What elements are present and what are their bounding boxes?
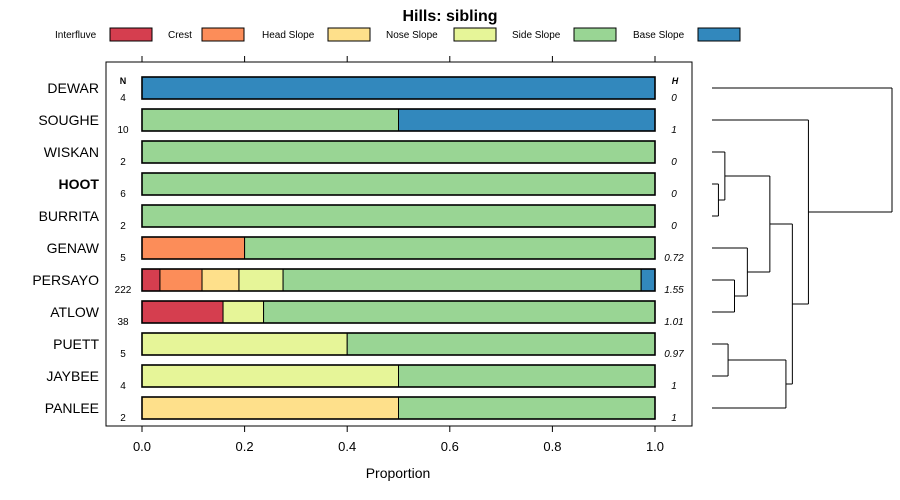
plot-frame	[105, 61, 693, 427]
category-label: HOOT	[59, 176, 100, 192]
bar-segment	[141, 332, 348, 356]
category-label: PANLEE	[45, 400, 99, 416]
h-value: 1.55	[664, 285, 684, 296]
legend-swatch	[201, 27, 245, 42]
bar-outline	[141, 396, 656, 420]
bar-outline	[141, 204, 656, 228]
bar-segment	[244, 236, 656, 260]
category-label: DEWAR	[47, 80, 99, 96]
x-tick-label: 0.6	[441, 439, 459, 454]
x-tick-label: 0.0	[133, 439, 151, 454]
bar-segment	[159, 268, 203, 292]
legend-swatch	[109, 27, 153, 42]
legend-swatch	[453, 27, 497, 42]
x-tick-label: 0.2	[236, 439, 254, 454]
bar-segment	[282, 268, 642, 292]
bar-outline	[141, 300, 656, 324]
bar-segment	[398, 396, 656, 420]
n-value: 38	[117, 317, 129, 328]
category-label: BURRITA	[39, 208, 100, 224]
bar-segment	[141, 172, 656, 196]
bar-outline	[141, 76, 656, 100]
n-value: 10	[117, 125, 129, 136]
category-label: SOUGHE	[38, 112, 99, 128]
h-value: 0	[671, 93, 677, 104]
bar-segment	[141, 204, 656, 228]
legend-label: Base Slope	[633, 30, 685, 41]
n-value: 222	[115, 285, 132, 296]
legend: Interfluve Crest Head Slope Nose Slope Side …	[55, 27, 741, 42]
h-value: 0.97	[664, 349, 684, 360]
bar-segment	[238, 268, 284, 292]
bar-segment	[201, 268, 240, 292]
bar-segment	[263, 300, 656, 324]
h-value: 1	[671, 413, 677, 424]
bar-outline	[141, 332, 656, 356]
bar-segment	[141, 364, 399, 388]
bar-outline	[141, 364, 656, 388]
n-value: 2	[120, 157, 126, 168]
legend-swatch	[697, 27, 741, 42]
n-value: 5	[120, 349, 126, 360]
bars: DEWAR 4 0 SOUGHE 10 1 WISKAN 2 0 HOOT 6 0 BURRITA 2 0 G…	[32, 76, 684, 424]
h-value: 0.72	[664, 253, 684, 264]
bar-segment	[222, 300, 265, 324]
bar-outline	[141, 236, 656, 260]
n-value: 2	[120, 413, 126, 424]
category-label: PUETT	[53, 336, 99, 352]
axes: 0.0 0.2 0.4 0.6 0.8 1.0	[133, 56, 664, 454]
n-header: N	[120, 76, 127, 86]
bar-outline	[141, 108, 656, 132]
bar-segment	[398, 364, 656, 388]
bar-segment	[141, 300, 224, 324]
h-value: 0	[671, 189, 677, 200]
legend-label: Head Slope	[262, 30, 315, 41]
bar-segment	[141, 268, 161, 292]
x-tick-label: 0.4	[338, 439, 356, 454]
h-value: 0	[671, 221, 677, 232]
legend-label: Side Slope	[512, 30, 561, 41]
bar-segment	[141, 76, 656, 100]
h-header: H	[672, 76, 679, 86]
category-label: WISKAN	[44, 144, 99, 160]
h-value: 0	[671, 157, 677, 168]
category-label: JAYBEE	[46, 368, 99, 384]
x-axis-label: Proportion	[366, 465, 431, 481]
n-value: 4	[120, 93, 126, 104]
bar-segment	[141, 108, 399, 132]
bar-segment	[640, 268, 656, 292]
bar-outline	[141, 268, 656, 292]
chart-title: Hills: sibling	[402, 8, 497, 25]
bar-segment	[141, 140, 656, 164]
category-label: ATLOW	[50, 304, 100, 320]
bar-segment	[141, 236, 246, 260]
legend-label: Crest	[168, 30, 192, 41]
h-value: 1	[671, 125, 677, 136]
category-label: PERSAYO	[32, 272, 99, 288]
bar-segment	[141, 396, 399, 420]
x-tick-label: 0.8	[543, 439, 561, 454]
legend-label: Nose Slope	[386, 30, 438, 41]
category-label: GENAW	[47, 240, 100, 256]
dendrogram	[712, 87, 893, 409]
legend-label: Interfluve	[55, 30, 97, 41]
h-value: 1	[671, 381, 677, 392]
x-tick-label: 1.0	[646, 439, 664, 454]
bar-segment	[346, 332, 656, 356]
n-value: 4	[120, 381, 126, 392]
legend-swatch	[573, 27, 617, 42]
n-value: 2	[120, 221, 126, 232]
n-value: 6	[120, 189, 126, 200]
bar-segment	[398, 108, 656, 132]
bar-outline	[141, 140, 656, 164]
bar-outline	[141, 172, 656, 196]
n-value: 5	[120, 253, 126, 264]
h-value: 1.01	[664, 317, 683, 328]
legend-swatch	[327, 27, 371, 42]
